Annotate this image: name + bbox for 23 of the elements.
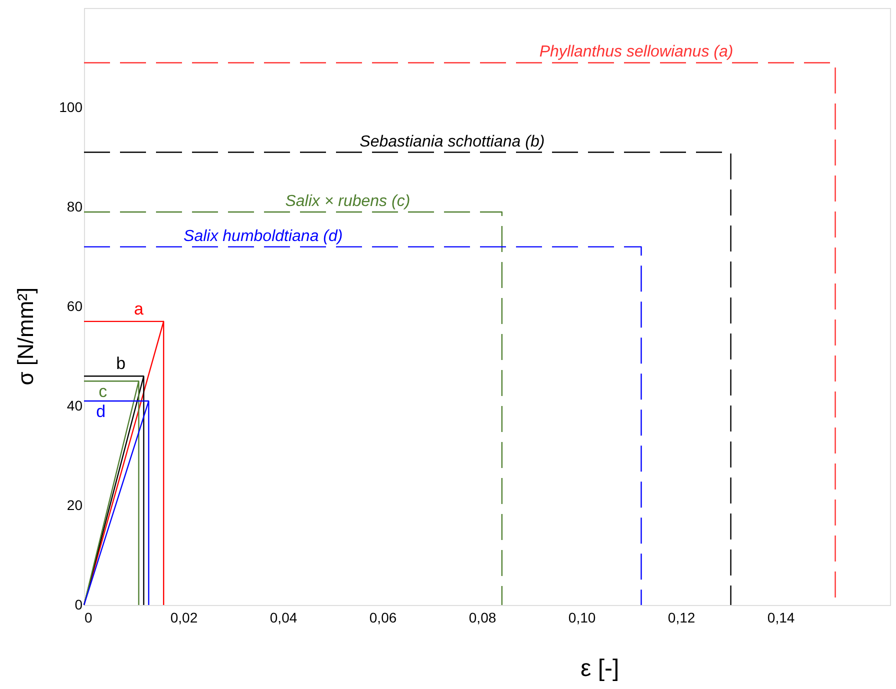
annotation: Phyllanthus sellowianus (a) (539, 44, 734, 61)
y-tick-label: 40 (66, 398, 83, 414)
annotation: a (134, 299, 144, 318)
x-tick-label: 0,14 (767, 610, 795, 626)
x-tick-label: 0,06 (369, 610, 397, 626)
x-tick-label: 0,10 (568, 610, 596, 626)
x-tick-label: 0,02 (170, 610, 198, 626)
y-tick-label: 100 (59, 99, 83, 115)
y-tick-label: 80 (66, 198, 83, 214)
y-tick-label: 60 (66, 298, 83, 314)
x-tick-label: 0,08 (468, 610, 496, 626)
x-tick-label: 0,12 (668, 610, 696, 626)
y-tick-label: 0 (74, 596, 83, 612)
annotation: c (98, 382, 108, 402)
annotation: b (116, 354, 126, 374)
y-tick-label: 20 (66, 497, 83, 513)
annotation: Sebastiania schottiana (b) (360, 133, 545, 150)
x-tick-label: 0,04 (270, 610, 298, 626)
annotation: d (96, 402, 106, 422)
annotation: Salix × rubens (c) (285, 192, 410, 210)
x-axis-title: ε [-] (580, 655, 620, 682)
annotation: Salix humboldtiana (d) (184, 228, 343, 245)
y-axis-title: σ [N/mm²] (13, 287, 38, 386)
